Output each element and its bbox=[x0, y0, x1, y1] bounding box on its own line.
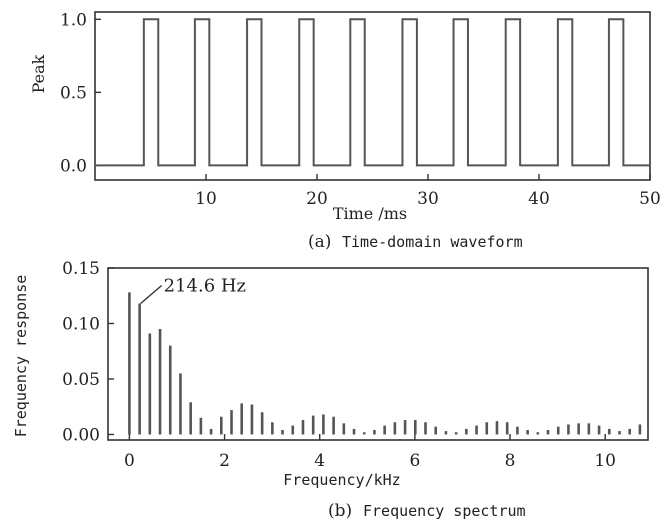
x-tick-label-a: 30 bbox=[417, 189, 439, 209]
x-tick-label-a: 10 bbox=[195, 189, 217, 209]
caption-b: (b) Frequency spectrum bbox=[328, 501, 526, 521]
y-tick-label-a: 0.0 bbox=[60, 156, 87, 176]
pulse-waveform-line bbox=[95, 18, 650, 167]
frequency-spectrum-panel: 0 2 4 6 8 10 0.00 0.05 0.10 0.15 214.6 Hz Frequen… bbox=[12, 259, 649, 521]
caption-tag-b: (b) bbox=[328, 501, 352, 521]
y-tick-label-a: 1.0 bbox=[60, 10, 87, 30]
peak-frequency-annotation: 214.6 Hz bbox=[164, 276, 246, 297]
spectrum-bars bbox=[128, 292, 642, 435]
x-tick-label-b: 10 bbox=[594, 451, 616, 471]
caption-a: (a) Time-domain waveform bbox=[308, 232, 523, 252]
axis-ticks-b: 0 2 4 6 8 10 0.00 0.05 0.10 0.15 bbox=[62, 259, 616, 471]
caption-tag-a: (a) bbox=[308, 232, 331, 252]
plot-frame-b bbox=[107, 267, 649, 441]
x-tick-label-a: 20 bbox=[306, 189, 328, 209]
y-axis-title-a: Peak bbox=[29, 54, 48, 93]
y-tick-label-b: 0.10 bbox=[62, 314, 100, 334]
x-tick-label-a: 40 bbox=[528, 189, 550, 209]
x-axis-title-b: Frequency/kHz bbox=[283, 471, 400, 489]
y-tick-label-a: 0.5 bbox=[60, 83, 87, 103]
x-tick-label-b: 4 bbox=[314, 451, 325, 471]
axis-ticks-a: 10 20 30 40 50 0.0 0.5 1.0 bbox=[60, 10, 661, 209]
annotation-leader-line bbox=[140, 284, 163, 305]
caption-text-a: Time-domain waveform bbox=[342, 233, 523, 251]
y-axis-title-b: Frequency response bbox=[12, 275, 30, 438]
x-tick-label-b: 6 bbox=[409, 451, 420, 471]
time-domain-panel: 10 20 30 40 50 0.0 0.5 1.0 Peak Time /ms (a) Ti… bbox=[29, 10, 661, 252]
y-tick-label-b: 0.05 bbox=[62, 370, 100, 390]
x-tick-label-b: 8 bbox=[505, 451, 516, 471]
y-tick-label-b: 0.15 bbox=[62, 259, 100, 279]
x-axis-title-a: Time /ms bbox=[333, 204, 407, 223]
x-tick-label-b: 0 bbox=[124, 451, 135, 471]
y-tick-label-b: 0.00 bbox=[62, 425, 100, 445]
x-tick-label-a: 50 bbox=[639, 189, 661, 209]
caption-text-b: Frequency spectrum bbox=[363, 502, 526, 520]
x-tick-label-b: 2 bbox=[219, 451, 230, 471]
plot-frame-a bbox=[94, 11, 651, 181]
